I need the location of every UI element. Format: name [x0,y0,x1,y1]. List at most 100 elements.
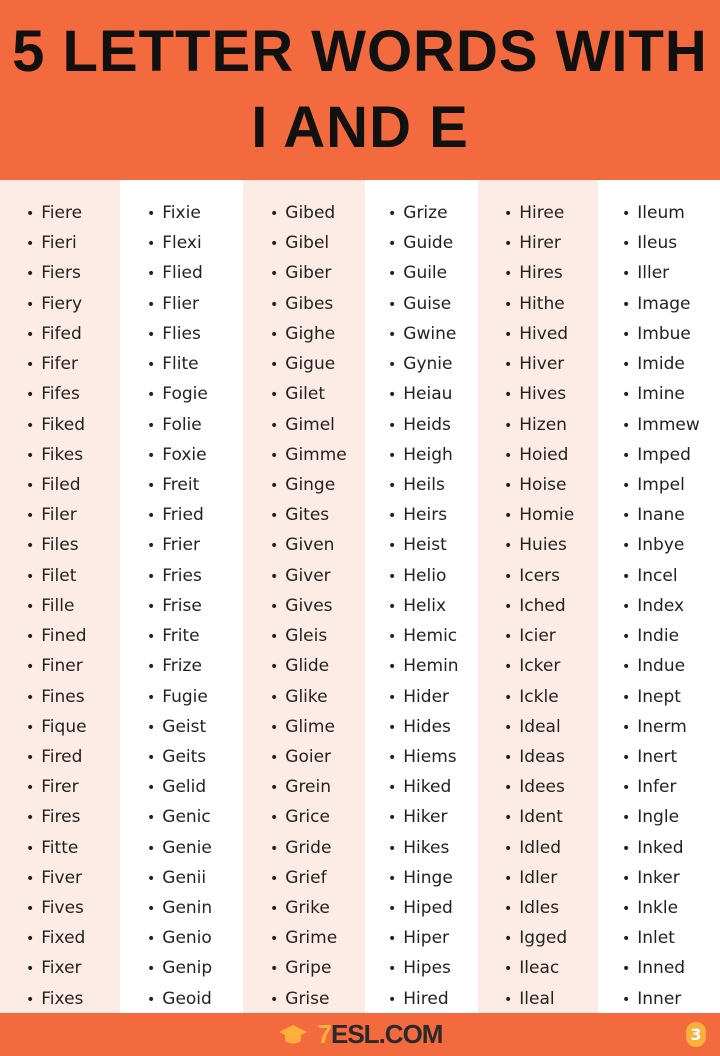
word-item: Hemin [388,651,478,681]
word-item: Files [26,530,120,560]
word-item: Foxie [147,440,243,470]
word-item: Heids [388,410,478,440]
word-item: Idees [504,772,598,802]
word-item: Image [622,289,720,319]
word-item: Fines [26,682,120,712]
word-item: Flite [147,349,243,379]
word-item: Giber [270,258,365,288]
word-item: Ident [504,802,598,832]
word-item: Fixes [26,984,120,1014]
word-item: Gibel [270,228,365,258]
word-item: Imbue [622,319,720,349]
word-item: Glide [270,651,365,681]
word-item: Flies [147,319,243,349]
word-item: Genip [147,953,243,983]
word-item: Grein [270,772,365,802]
word-item: Grize [388,198,478,228]
word-item: Inane [622,500,720,530]
word-item: Hizen [504,410,598,440]
word-item: Inert [622,742,720,772]
word-item: Fieri [26,228,120,258]
word-item: Gripe [270,953,365,983]
word-item: Imide [622,349,720,379]
word-item: Huies [504,530,598,560]
word-item: Heirs [388,500,478,530]
word-item: Guile [388,258,478,288]
word-item: Inept [622,682,720,712]
word-item: Iched [504,591,598,621]
word-item: Idled [504,833,598,863]
word-item: Fifer [26,349,120,379]
word-item: Icers [504,561,598,591]
word-item: Gites [270,500,365,530]
word-item: Gleis [270,621,365,651]
word-item: Gwine [388,319,478,349]
word-item: Ileac [504,953,598,983]
word-item: Ickle [504,682,598,712]
word-item: Incel [622,561,720,591]
word-item: Filed [26,470,120,500]
word-item: Fixed [26,923,120,953]
word-item: Given [270,530,365,560]
word-columns: FiereFieriFiersFieryFifedFiferFifesFiked… [0,180,720,1013]
word-item: Fitte [26,833,120,863]
word-item: Fifed [26,319,120,349]
word-item: Gynie [388,349,478,379]
word-item: Guise [388,289,478,319]
word-item: Hipes [388,953,478,983]
word-item: Fixer [26,953,120,983]
word-item: Hiped [388,893,478,923]
word-item: Idler [504,863,598,893]
word-item: Hires [504,258,598,288]
word-item: Fogie [147,379,243,409]
word-item: Fired [26,742,120,772]
word-item: Hikes [388,833,478,863]
word-item: Geits [147,742,243,772]
word-item: Icker [504,651,598,681]
page-title: 5 LETTER WORDS WITH I AND E [12,19,708,160]
word-item: Folie [147,410,243,440]
word-item: Imine [622,379,720,409]
word-item: Hiper [388,923,478,953]
word-item: Inerm [622,712,720,742]
word-item: Giver [270,561,365,591]
word-item: Fixie [147,198,243,228]
word-item: Genin [147,893,243,923]
word-item: Gelid [147,772,243,802]
word-item: Immew [622,410,720,440]
word-item: Impel [622,470,720,500]
word-item: Fiere [26,198,120,228]
header-banner: 5 LETTER WORDS WITH I AND E [0,0,720,180]
word-item: Frize [147,651,243,681]
word-item: Index [622,591,720,621]
word-item: Ideal [504,712,598,742]
word-item: Grice [270,802,365,832]
word-item: Grike [270,893,365,923]
word-item: Guide [388,228,478,258]
word-column: IleumIleusIllerImageImbueImideImineImmew… [598,180,720,1013]
word-item: Geist [147,712,243,742]
word-item: Gibed [270,198,365,228]
word-item: Freit [147,470,243,500]
word-item: Grime [270,923,365,953]
word-item: Fiery [26,289,120,319]
word-item: Icier [504,621,598,651]
word-item: Hirer [504,228,598,258]
word-item: Flexi [147,228,243,258]
word-item: Genio [147,923,243,953]
word-item: Infer [622,772,720,802]
graduation-cap-icon [278,1024,307,1043]
word-item: Frier [147,530,243,560]
word-item: Fille [26,591,120,621]
word-item: Fiers [26,258,120,288]
word-item: Fugie [147,682,243,712]
word-item: Glime [270,712,365,742]
word-item: Inner [622,984,720,1014]
word-item: Hiree [504,198,598,228]
word-item: Genie [147,833,243,863]
word-item: Inbye [622,530,720,560]
logo-prefix: 7 [317,1019,333,1049]
word-item: Ileum [622,198,720,228]
word-item: Ideas [504,742,598,772]
word-item: Inlet [622,923,720,953]
